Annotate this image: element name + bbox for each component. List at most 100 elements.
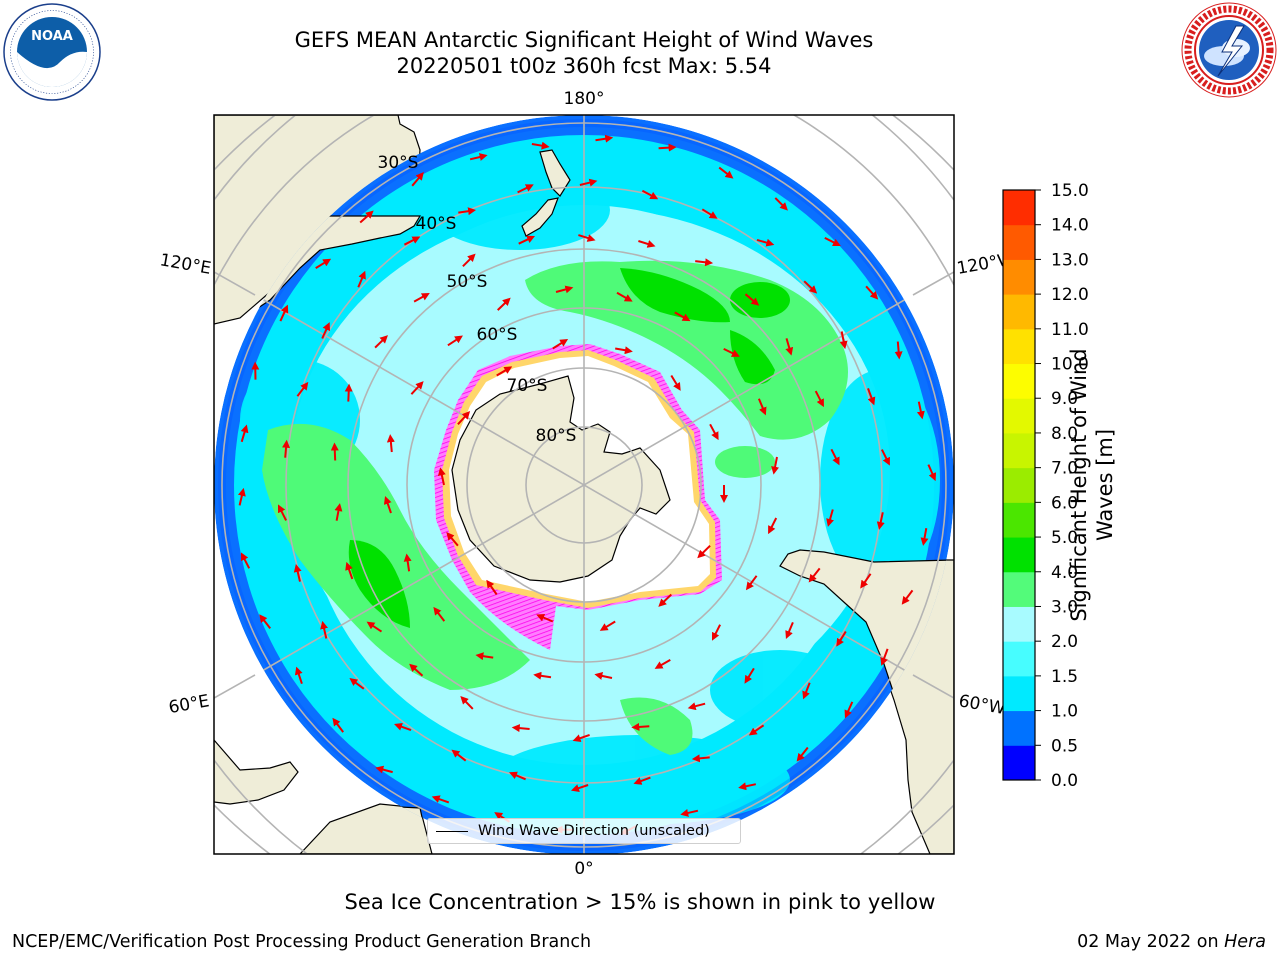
lon-label-180: 180°: [564, 89, 605, 109]
map-legend: Wind Wave Direction (unscaled): [427, 818, 741, 844]
wind-wave-arrow: [616, 291, 633, 302]
wind-wave-arrow: [315, 258, 332, 269]
wind-wave-arrow: [774, 197, 788, 211]
wind-wave-arrow: [517, 184, 534, 194]
colorbar-tick-label: 7.0: [1051, 459, 1078, 479]
wind-wave-arrow: [394, 722, 412, 732]
lon-label-60w: 60°W: [957, 691, 1007, 719]
colorbar-swatch: [1003, 641, 1035, 677]
wind-wave-arrow: [756, 238, 775, 247]
colorbar-tick-label: 14.0: [1051, 216, 1089, 236]
wind-wave-arrow: [901, 589, 914, 605]
wind-wave-arrow: [880, 648, 889, 666]
colorbar-tick-label: 4.0: [1051, 563, 1078, 583]
lat-label-30s: 30°S: [378, 153, 419, 173]
wind-wave-arrow: [240, 552, 251, 569]
wind-wave-arrow: [332, 717, 345, 733]
sea-ice-note: Sea Ice Concentration > 15% is shown in …: [344, 890, 936, 914]
wind-wave-arrow: [460, 696, 474, 710]
wind-wave-arrow: [826, 509, 834, 527]
colorbar-frame: [1002, 189, 1036, 781]
lat-label-50s: 50°S: [447, 272, 488, 292]
wind-wave-arrow: [599, 620, 616, 631]
wind-wave-arrow: [695, 258, 714, 267]
wind-wave-arrow: [475, 652, 494, 661]
wind-wave-arrow: [894, 341, 903, 360]
wind-wave-arrow: [366, 621, 383, 633]
wind-wave-arrow: [654, 659, 671, 669]
wind-wave-arrow: [916, 401, 925, 420]
wind-wave-arrow: [431, 795, 450, 804]
colorbar-swatch: [1003, 328, 1035, 365]
wind-wave-arrow: [403, 553, 412, 572]
wind-wave-arrow: [259, 614, 271, 630]
colorbar-swatch: [1003, 467, 1035, 503]
colorbar-swatch: [1003, 224, 1035, 260]
wind-wave-arrow: [386, 434, 395, 453]
wind-wave-arrow: [927, 464, 937, 482]
wind-wave-arrow: [744, 293, 760, 306]
wind-wave-arrow: [723, 347, 740, 357]
wind-wave-arrow: [344, 383, 353, 402]
colorbar-swatch: [1003, 502, 1035, 538]
wind-wave-arrow: [641, 189, 659, 200]
chart-subtitle: 20220501 t00z 360h fcst Max: 5.54: [396, 54, 772, 78]
footer-credit: NCEP/EMC/Verification Post Processing Pr…: [12, 932, 592, 952]
colorbar-swatch: [1003, 190, 1035, 226]
wind-wave-arrow: [709, 423, 719, 441]
colorbar-swatch: [1003, 398, 1035, 434]
wind-wave-arrow: [277, 504, 287, 521]
wind-wave-arrow: [757, 398, 767, 416]
wind-wave-arrow: [518, 235, 536, 245]
wind-wave-arrow: [409, 663, 424, 677]
colorbar-swatch: [1003, 571, 1035, 607]
colorbar-swatch: [1003, 710, 1035, 746]
wind-wave-arrow: [744, 667, 755, 684]
wind-wave-arrow: [824, 237, 841, 247]
colorbar-label-line2: Waves [m]: [1093, 428, 1117, 542]
wind-wave-arrow: [718, 166, 734, 179]
wind-wave-arrow: [294, 666, 303, 685]
colorbar-tick-label: 8.0: [1051, 424, 1078, 444]
colorbar-swatch: [1003, 745, 1035, 781]
wind-wave-arrow: [803, 280, 818, 294]
lat-label-60s: 60°S: [477, 325, 518, 345]
wind-wave-arrow: [680, 809, 699, 817]
lat-label-70s: 70°S: [507, 376, 548, 396]
wind-wave-arrow: [511, 724, 530, 733]
wind-wave-arrow: [533, 671, 552, 680]
wind-wave-arrow: [237, 487, 246, 506]
wind-wave-arrow: [802, 682, 811, 700]
wind-wave-arrow: [457, 411, 471, 425]
wind-wave-arrow: [509, 771, 526, 781]
colorbar-swatch: [1003, 294, 1035, 330]
colorbar-tick-label: 12.0: [1051, 285, 1089, 305]
colorbar-swatch: [1003, 675, 1035, 712]
wind-wave-arrow: [796, 746, 809, 762]
lat-label-80s: 80°S: [536, 426, 577, 446]
footer-date: 02 May 2022 on Hera: [1077, 932, 1266, 952]
wind-wave-arrow: [578, 234, 596, 242]
wind-wave-arrow: [631, 722, 650, 731]
wind-wave-arrow: [658, 593, 672, 607]
wind-wave-arrow: [771, 456, 779, 475]
wind-wave-arrow: [572, 733, 590, 742]
wind-wave-arrow: [865, 285, 879, 300]
colorbar-tick-label: 5.0: [1051, 528, 1078, 548]
wind-wave-arrow: [615, 346, 633, 355]
wind-wave-arrow: [594, 672, 613, 680]
colorbar-tick-label: 0.5: [1051, 736, 1078, 756]
svg-text:NOAA: NOAA: [31, 29, 73, 44]
wind-wave-arrow: [357, 270, 366, 288]
chart-title: GEFS MEAN Antarctic Significant Height o…: [294, 28, 874, 52]
wind-wave-arrow: [282, 439, 291, 458]
wind-wave-arrow: [403, 236, 421, 246]
wind-wave-arrow: [920, 528, 929, 546]
wind-wave-arrow: [536, 613, 554, 623]
footer-machine: Hera: [1224, 932, 1266, 952]
wind-wave-arrow: [595, 134, 614, 143]
wind-wave-arrow: [334, 503, 343, 521]
wind-wave-arrow: [321, 322, 330, 339]
wind-wave-arrow: [320, 620, 328, 639]
